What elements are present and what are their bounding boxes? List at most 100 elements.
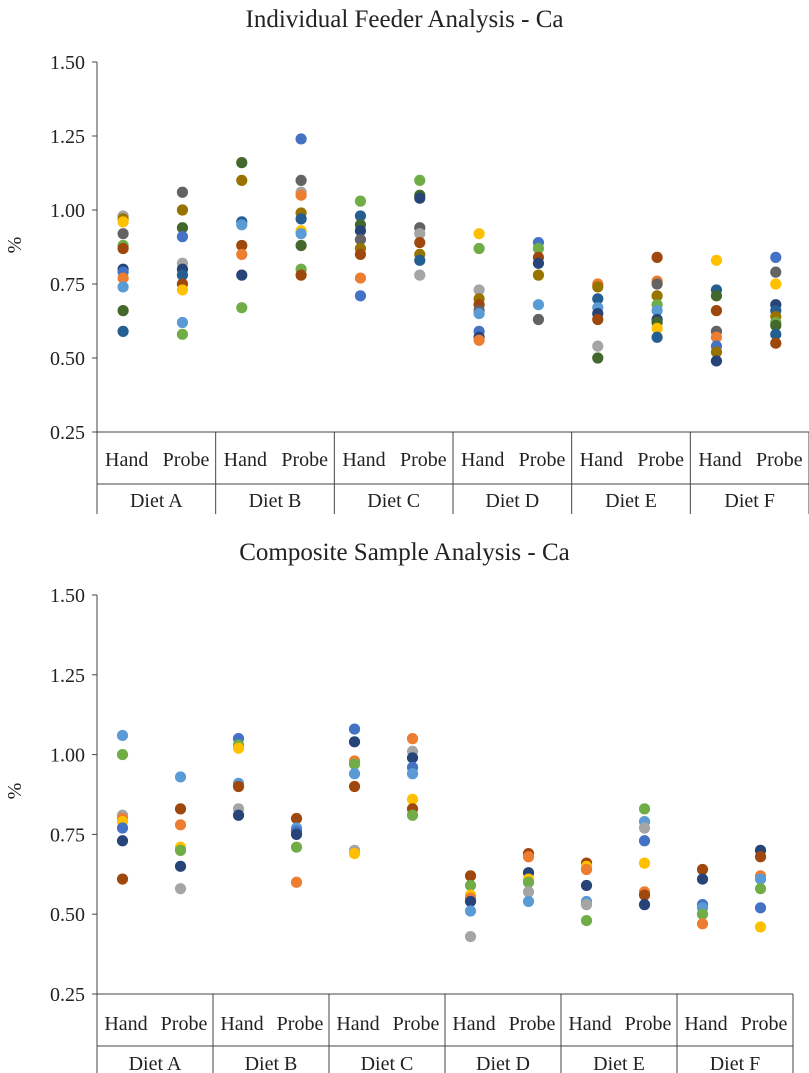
individual-feeder-plot: 0.25 0.50 0.75 1.00 1.25 1.50% Hand Probe Diet A… bbox=[4, 52, 809, 514]
data-point bbox=[414, 254, 426, 266]
method-label-probe: Probe bbox=[163, 449, 210, 471]
data-point bbox=[522, 895, 535, 908]
data-point bbox=[117, 305, 129, 317]
data-point bbox=[592, 313, 604, 326]
data-point bbox=[770, 278, 782, 290]
data-point bbox=[174, 803, 187, 815]
data-point bbox=[770, 337, 782, 349]
data-point bbox=[295, 189, 307, 201]
data-point bbox=[348, 847, 361, 860]
data-point bbox=[295, 213, 307, 225]
y-tick-label: 0.25 bbox=[50, 422, 85, 444]
data-point bbox=[174, 883, 187, 895]
data-point bbox=[414, 236, 426, 249]
data-point bbox=[414, 192, 426, 204]
y-tick-label: 0.25 bbox=[50, 984, 85, 1006]
diet-label: Diet C bbox=[361, 1053, 414, 1073]
data-point bbox=[176, 204, 189, 216]
data-point bbox=[414, 174, 426, 186]
chart-title: Composite Sample Analysis - Ca bbox=[239, 539, 570, 566]
data-point bbox=[348, 780, 361, 793]
method-label-probe: Probe bbox=[281, 449, 328, 471]
composite-sample-plot: 0.25 0.50 0.75 1.00 1.25 1.50% Hand Probe Diet A… bbox=[4, 585, 794, 1073]
method-label-hand: Hand bbox=[342, 449, 385, 471]
data-point bbox=[176, 284, 189, 296]
data-point bbox=[117, 325, 129, 337]
method-label-hand: Hand bbox=[461, 449, 504, 471]
method-label-probe: Probe bbox=[756, 449, 803, 471]
data-point bbox=[116, 835, 129, 847]
data-point bbox=[754, 883, 767, 895]
y-tick-label: 1.00 bbox=[50, 200, 85, 222]
data-point bbox=[710, 346, 723, 358]
data-point bbox=[696, 908, 709, 920]
data-point bbox=[473, 228, 485, 240]
data-point bbox=[638, 889, 651, 901]
diet-label: Diet A bbox=[129, 1053, 182, 1073]
individual-feeder-chart: Individual Feeder Analysis - Ca 0.25 0.50… bbox=[0, 0, 809, 530]
data-point bbox=[651, 305, 663, 317]
y-axis-label: % bbox=[4, 237, 26, 254]
method-label-hand: Hand bbox=[684, 1013, 727, 1035]
data-point bbox=[580, 879, 593, 892]
diet-label: Diet D bbox=[476, 1053, 530, 1073]
data-point bbox=[295, 133, 307, 145]
data-point bbox=[406, 733, 419, 745]
data-point bbox=[638, 803, 651, 815]
data-point bbox=[117, 228, 129, 240]
method-label-probe: Probe bbox=[161, 1013, 208, 1035]
data-point bbox=[295, 228, 307, 240]
diet-label: Diet B bbox=[249, 490, 302, 512]
data-point bbox=[174, 819, 187, 831]
method-label-probe: Probe bbox=[277, 1013, 324, 1035]
data-point bbox=[464, 930, 477, 943]
y-axis-label: % bbox=[4, 783, 26, 800]
data-point bbox=[638, 857, 651, 869]
data-point bbox=[592, 340, 604, 352]
data-point bbox=[236, 269, 248, 281]
data-point bbox=[348, 723, 361, 735]
data-point bbox=[414, 228, 426, 240]
data-point bbox=[236, 302, 248, 314]
data-point bbox=[116, 873, 129, 885]
data-point bbox=[295, 269, 307, 281]
data-point bbox=[473, 334, 485, 346]
data-point bbox=[696, 863, 709, 876]
data-point bbox=[406, 752, 419, 764]
data-point bbox=[532, 257, 545, 269]
data-point bbox=[116, 749, 129, 761]
method-label-hand: Hand bbox=[580, 449, 623, 471]
data-point bbox=[651, 290, 663, 302]
data-point bbox=[522, 876, 535, 888]
data-point bbox=[236, 248, 248, 260]
data-point bbox=[290, 828, 303, 840]
data-point bbox=[176, 316, 189, 329]
diet-label: Diet E bbox=[605, 490, 657, 512]
method-label-hand: Hand bbox=[220, 1013, 263, 1035]
data-point bbox=[473, 308, 485, 320]
data-point bbox=[651, 331, 663, 343]
data-point bbox=[290, 812, 303, 825]
method-label-probe: Probe bbox=[637, 449, 684, 471]
data-point bbox=[232, 742, 245, 754]
data-point bbox=[532, 269, 545, 281]
method-label-probe: Probe bbox=[400, 449, 447, 471]
method-label-probe: Probe bbox=[625, 1013, 672, 1035]
data-point bbox=[464, 895, 477, 908]
data-point bbox=[651, 251, 663, 263]
y-tick-label: 1.25 bbox=[50, 665, 85, 687]
data-point bbox=[117, 242, 129, 255]
data-point bbox=[174, 771, 187, 783]
data-point bbox=[580, 899, 593, 911]
data-point bbox=[754, 921, 767, 933]
data-point bbox=[236, 174, 248, 186]
method-label-probe: Probe bbox=[509, 1013, 556, 1035]
data-point bbox=[176, 269, 189, 281]
data-point bbox=[236, 239, 248, 252]
data-point bbox=[770, 251, 782, 263]
data-point bbox=[580, 914, 593, 927]
data-point bbox=[710, 305, 723, 317]
data-point bbox=[348, 736, 361, 748]
data-point bbox=[638, 835, 651, 847]
data-point bbox=[290, 841, 303, 853]
